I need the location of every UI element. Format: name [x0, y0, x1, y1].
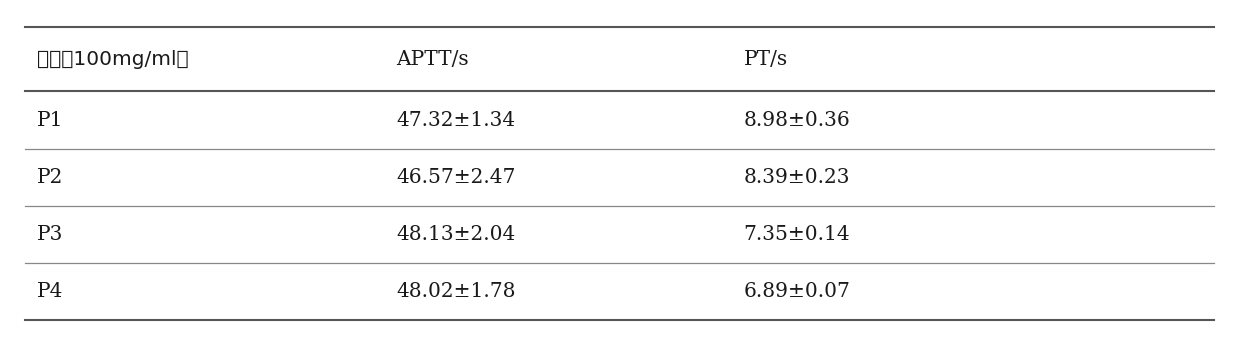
- Text: P4: P4: [37, 282, 63, 301]
- Text: P2: P2: [37, 168, 63, 187]
- Text: 48.13±2.04: 48.13±2.04: [396, 225, 515, 244]
- Text: 46.57±2.47: 46.57±2.47: [396, 168, 515, 187]
- Text: 8.98±0.36: 8.98±0.36: [743, 111, 850, 129]
- Text: 多肽（100mg/ml）: 多肽（100mg/ml）: [37, 50, 188, 69]
- Text: 7.35±0.14: 7.35±0.14: [743, 225, 850, 244]
- Text: APTT/s: APTT/s: [396, 50, 470, 69]
- Text: 47.32±1.34: 47.32±1.34: [396, 111, 515, 129]
- Text: PT/s: PT/s: [743, 50, 788, 69]
- Text: 8.39±0.23: 8.39±0.23: [743, 168, 850, 187]
- Text: 48.02±1.78: 48.02±1.78: [396, 282, 515, 301]
- Text: P1: P1: [37, 111, 63, 129]
- Text: P3: P3: [37, 225, 63, 244]
- Text: 6.89±0.07: 6.89±0.07: [743, 282, 850, 301]
